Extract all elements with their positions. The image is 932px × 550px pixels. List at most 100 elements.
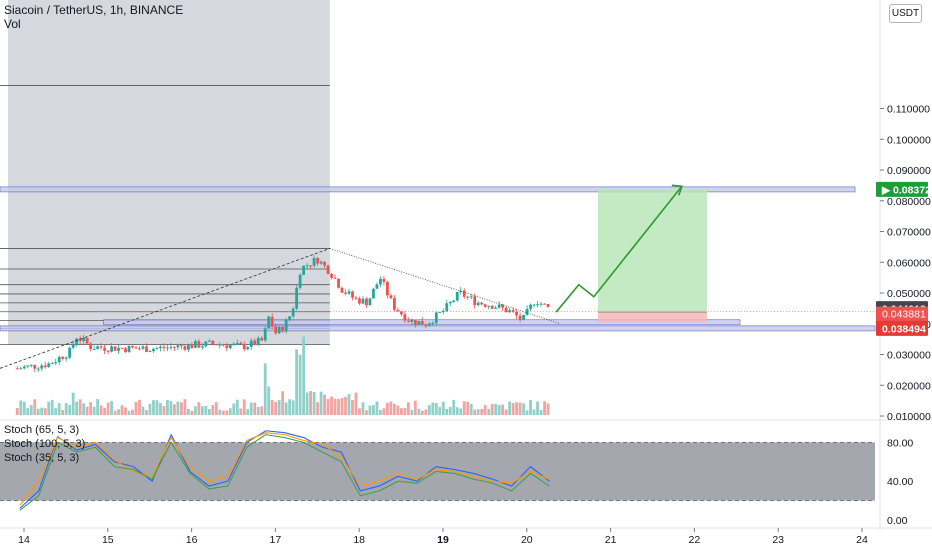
price-candle bbox=[204, 341, 208, 347]
price-candle bbox=[546, 304, 550, 307]
volume-bar bbox=[22, 401, 26, 415]
time-tick-label: 14 bbox=[18, 534, 30, 546]
price-candle bbox=[64, 357, 68, 359]
price-candle bbox=[92, 348, 96, 350]
symbol-title[interactable]: Siacoin / TetherUS, 1h, BINANCE bbox=[4, 3, 184, 17]
price-candle bbox=[141, 346, 145, 349]
volume-bar bbox=[193, 406, 197, 415]
volume-bar bbox=[267, 386, 271, 415]
volume-bar bbox=[448, 406, 452, 415]
volume-bar bbox=[124, 407, 127, 415]
fib-trend-line bbox=[0, 248, 331, 369]
volume-bar bbox=[204, 405, 208, 415]
time-tick-label: 19 bbox=[437, 534, 449, 546]
currency-button[interactable]: USDT bbox=[889, 4, 922, 23]
price-candle bbox=[532, 304, 536, 306]
price-candle bbox=[291, 308, 295, 317]
stoch-tick-label: 40.00 bbox=[887, 476, 913, 488]
volume-bar bbox=[71, 392, 75, 415]
volume-bar bbox=[302, 336, 306, 415]
volume-bar bbox=[441, 401, 445, 415]
volume-bar bbox=[354, 392, 358, 415]
price-candle bbox=[242, 344, 246, 350]
stoch-legend: Stoch (65, 5, 3) Stoch (100, 5, 3) Stoch… bbox=[4, 423, 85, 465]
price-candle bbox=[148, 351, 152, 353]
price-candle bbox=[99, 346, 103, 348]
price-candle bbox=[267, 316, 271, 329]
price-candle bbox=[372, 288, 375, 299]
descending-trendline bbox=[329, 248, 561, 325]
stoch-65-label[interactable]: Stoch (65, 5, 3) bbox=[4, 424, 80, 436]
volume-bar bbox=[96, 399, 100, 415]
price-candle bbox=[19, 368, 23, 370]
volume-bar bbox=[490, 403, 494, 415]
volume-bar bbox=[176, 401, 180, 415]
volume-bar bbox=[127, 410, 131, 415]
volume-bar bbox=[64, 403, 68, 415]
volume-bar bbox=[546, 403, 550, 415]
price-candle bbox=[207, 340, 211, 342]
volume-bar bbox=[85, 406, 89, 415]
fib-shaded-region bbox=[8, 0, 330, 345]
volume-bar bbox=[110, 401, 113, 415]
price-candle bbox=[536, 304, 539, 306]
vol-label[interactable]: Vol bbox=[4, 17, 21, 31]
price-candle bbox=[392, 298, 396, 310]
price-candle bbox=[270, 316, 274, 327]
price-candle bbox=[54, 362, 58, 364]
price-candle bbox=[462, 290, 466, 297]
volume-bar bbox=[469, 403, 473, 415]
price-tick-label: 0.010000 bbox=[887, 411, 931, 423]
price-candle bbox=[190, 344, 194, 348]
price-candle bbox=[288, 316, 292, 320]
volume-bar bbox=[89, 402, 93, 415]
price-candle bbox=[200, 346, 204, 348]
price-candle bbox=[40, 365, 44, 369]
volume-bar bbox=[218, 409, 222, 415]
volume-bar bbox=[361, 402, 365, 415]
volume-bar bbox=[312, 392, 316, 415]
price-candle bbox=[57, 356, 61, 363]
volume-bar bbox=[382, 408, 386, 415]
volume-bar bbox=[288, 399, 292, 415]
volume-bar bbox=[19, 400, 23, 415]
volume-bar bbox=[228, 408, 232, 415]
volume-bar bbox=[281, 391, 285, 415]
price-candle bbox=[452, 300, 456, 302]
volume-bar bbox=[483, 405, 487, 415]
price-candle bbox=[333, 277, 337, 279]
volume-bar bbox=[379, 409, 382, 415]
volume-bar bbox=[197, 402, 201, 415]
price-candle bbox=[529, 304, 532, 309]
volume-bar bbox=[40, 407, 44, 415]
volume-bar bbox=[452, 399, 456, 415]
price-candle bbox=[494, 307, 498, 309]
price-candle bbox=[469, 296, 473, 298]
volume-bar bbox=[466, 401, 470, 415]
volume-bar bbox=[141, 406, 145, 415]
price-candle bbox=[420, 321, 424, 325]
volume-bar bbox=[225, 410, 229, 415]
price-candle bbox=[33, 364, 37, 369]
price-candle bbox=[68, 347, 72, 358]
volume-bar bbox=[232, 403, 236, 415]
volume-bar bbox=[180, 402, 183, 415]
price-candle bbox=[89, 343, 93, 349]
volume-bar bbox=[134, 401, 138, 415]
stoch-100-label[interactable]: Stoch (100, 5, 3) bbox=[4, 438, 86, 450]
price-candle bbox=[82, 337, 86, 342]
price-candle bbox=[295, 287, 299, 309]
volume-bar bbox=[103, 407, 106, 415]
price-candle bbox=[159, 346, 162, 349]
volume-bar bbox=[159, 402, 162, 415]
volume-bar bbox=[291, 400, 295, 415]
price-candle bbox=[166, 347, 169, 349]
volume-bar bbox=[480, 409, 484, 415]
volume-bar bbox=[260, 406, 264, 415]
stoch-35-label[interactable]: Stoch (35, 5, 3) bbox=[4, 452, 80, 464]
price-candle bbox=[340, 287, 344, 293]
price-candle bbox=[379, 278, 382, 285]
chart-legend: Siacoin / TetherUS, 1h, BINANCE Vol bbox=[4, 3, 183, 31]
price-candle bbox=[473, 296, 477, 306]
